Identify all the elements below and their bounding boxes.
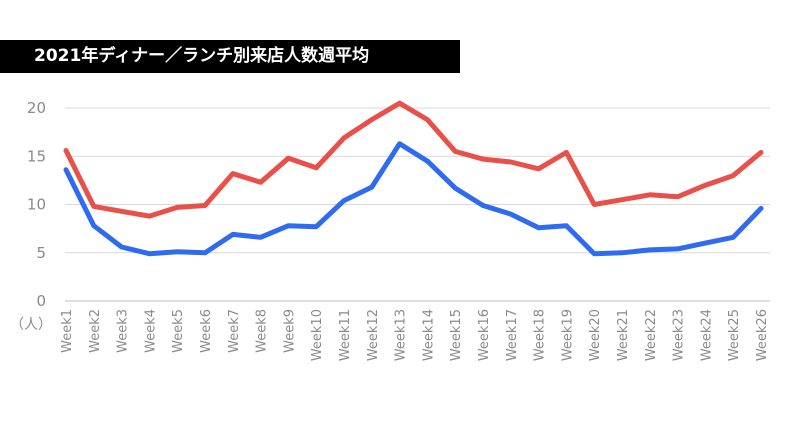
x-tick-label: Week8	[255, 309, 270, 353]
x-tick-label: Week11	[338, 309, 353, 361]
x-tick-label: Week18	[533, 309, 548, 361]
x-tick-label: Week7	[227, 309, 242, 353]
y-axis-ticks: 0 5 10 15 20	[27, 99, 46, 310]
x-tick-label: Week10	[310, 309, 325, 361]
x-tick-label: Week17	[505, 309, 520, 361]
x-tick-label: Week16	[477, 309, 492, 361]
x-tick-label: Week3	[116, 309, 131, 353]
x-tick-label: Week14	[421, 309, 436, 361]
x-axis-ticks: Week1 Week2 Week3 Week4 Week5 Week6 Week7 Week8…	[60, 309, 770, 361]
y-axis-unit-label: （人）	[10, 317, 52, 333]
series-lines	[63, 100, 764, 257]
x-tick-label: Week4	[143, 309, 158, 353]
x-tick-label: Week6	[199, 309, 214, 353]
x-tick-label: Week23	[672, 309, 687, 361]
x-tick-label: Week21	[616, 309, 631, 361]
x-tick-label: Week1	[60, 309, 75, 353]
y-tick-label: 5	[36, 244, 46, 262]
x-tick-label: Week9	[282, 309, 297, 353]
y-tick-label: 0	[36, 292, 46, 310]
x-tick-label: Week13	[394, 309, 409, 361]
x-tick-label: Week19	[560, 309, 575, 361]
x-tick-label: Week22	[644, 309, 659, 361]
chart-title: 2021年ディナー／ランチ別来店人数週平均	[0, 40, 460, 73]
x-tick-label: Week24	[699, 309, 714, 361]
series-line-2	[63, 141, 764, 257]
x-tick-label: Week15	[449, 309, 464, 361]
gridlines	[65, 107, 770, 302]
x-tick-label: Week5	[171, 309, 186, 353]
y-tick-label: 10	[27, 196, 46, 214]
x-tick-label: Week12	[366, 309, 381, 361]
y-tick-label: 20	[27, 99, 46, 117]
x-tick-label: Week2	[88, 309, 103, 353]
series-line-1	[63, 100, 764, 219]
x-tick-label: Week20	[588, 309, 603, 361]
x-tick-label: Week25	[727, 309, 742, 361]
y-tick-label: 15	[27, 147, 46, 165]
x-tick-label: Week26	[755, 309, 770, 361]
